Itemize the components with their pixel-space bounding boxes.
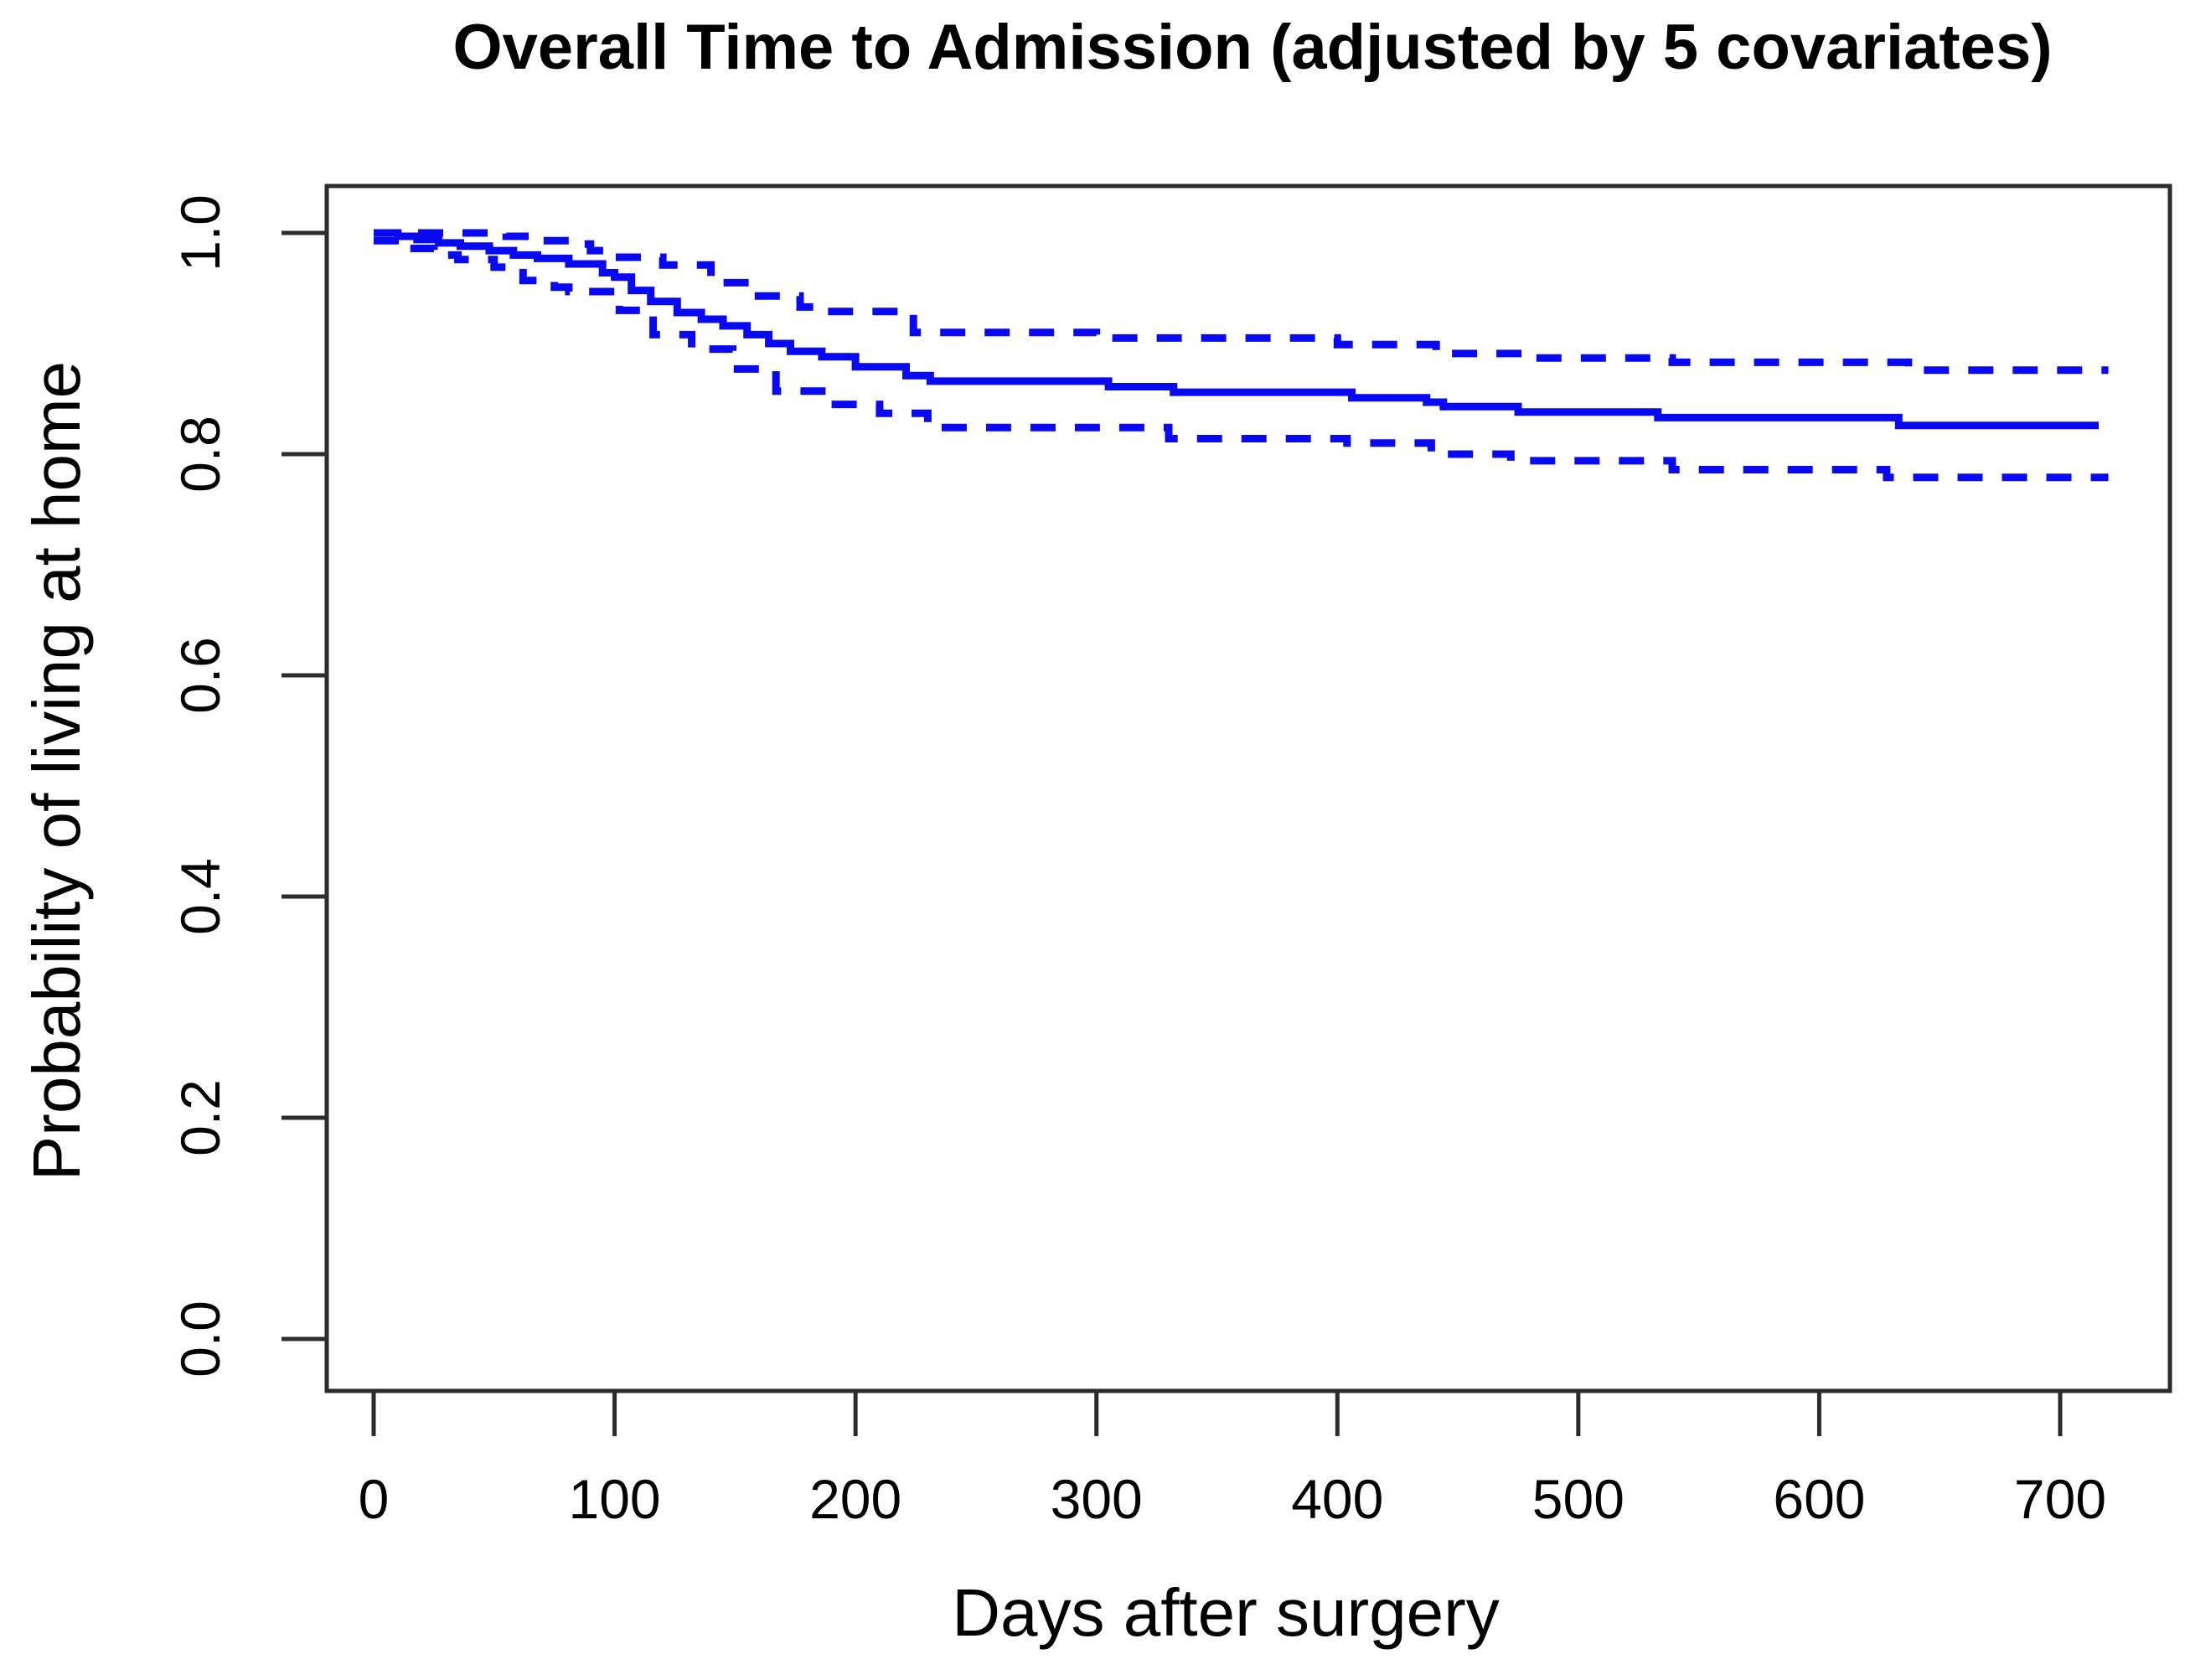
x-tick-label: 300 (1051, 1468, 1143, 1530)
x-tick-label: 500 (1532, 1468, 1625, 1530)
survival-estimate-curve (374, 229, 2099, 430)
x-tick-label: 400 (1291, 1468, 1383, 1530)
y-tick-label: 0.0 (169, 1300, 231, 1378)
chart-title: Overall Time to Admission (adjusted by 5… (452, 12, 2052, 83)
x-tick-label: 0 (359, 1468, 390, 1530)
survival-curves (374, 229, 2109, 482)
y-tick-label: 0.4 (169, 858, 231, 935)
y-tick-label: 0.6 (169, 637, 231, 714)
y-tick-label: 0.2 (169, 1079, 231, 1156)
lower-95ci-curve (374, 236, 2109, 482)
upper-95ci-curve (374, 229, 2109, 375)
x-tick-label: 600 (1773, 1468, 1865, 1530)
y-axis-label: Probability of living at home (19, 361, 94, 1181)
x-tick-label: 700 (2014, 1468, 2106, 1530)
x-tick-label: 100 (569, 1468, 661, 1530)
y-axis-ticks: 0.0 0.2 0.4 0.6 0.8 1.0 (169, 194, 327, 1378)
plot-box (324, 184, 2172, 1393)
x-axis-ticks: 0 100 200 300 400 500 600 700 (359, 1391, 2106, 1530)
y-tick-label: 1.0 (169, 194, 231, 271)
x-tick-label: 200 (809, 1468, 901, 1530)
x-axis-label: Days after surgery (952, 1575, 1500, 1650)
y-tick-label: 0.8 (169, 416, 231, 493)
